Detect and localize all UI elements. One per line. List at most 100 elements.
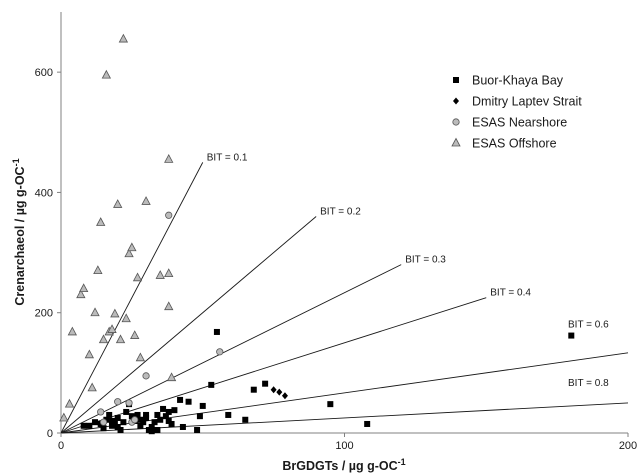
data-point-buor-khaya-bay <box>106 411 113 418</box>
data-point-esas-offshore <box>101 69 112 79</box>
data-point-buor-khaya-bay <box>103 416 110 423</box>
data-point-esas-offshore <box>155 270 165 279</box>
bit-lines: BIT = 0.1 BIT = 0.2 BIT = 0.3 BIT = 0.4 BIT … <box>60 152 629 434</box>
data-point-esas-nearshore <box>125 399 133 407</box>
legend-marker-buor-khaya-bay <box>453 77 459 83</box>
data-point-esas-nearshore <box>97 408 105 416</box>
data-point-esas-offshore <box>121 313 131 323</box>
data-point-esas-offshore <box>166 372 177 382</box>
data-point-dmitry-laptev-strait <box>281 392 288 400</box>
bit-line <box>60 264 402 434</box>
data-point-esas-offshore <box>64 398 75 408</box>
data-point-buor-khaya-bay <box>157 416 164 423</box>
data-point-buor-khaya-bay <box>262 380 269 387</box>
x-tick-label: 200 <box>619 440 637 452</box>
data-point-esas-nearshore <box>99 418 108 426</box>
legend-marker-esas-offshore <box>451 137 461 147</box>
data-point-buor-khaya-bay <box>165 408 172 415</box>
data-point-esas-offshore <box>67 326 78 336</box>
bit-line <box>60 216 317 434</box>
data-point-buor-khaya-bay <box>140 419 147 426</box>
x-axis-title-superscript: -1 <box>398 457 406 467</box>
data-point-esas-offshore <box>59 412 69 422</box>
y-axis-title-superscript: -1 <box>11 158 21 166</box>
data-point-esas-offshore <box>127 242 137 252</box>
data-point-esas-offshore <box>90 307 100 317</box>
x-axis-title: BrGDGTs / µg g-OC-1 <box>282 457 405 473</box>
data-point-esas-offshore <box>115 334 126 344</box>
data-point-buor-khaya-bay <box>327 401 334 408</box>
legend-marker-dmitry-laptev-strait <box>453 97 459 105</box>
data-point-esas-offshore <box>96 217 106 226</box>
data-point-buor-khaya-bay <box>568 332 575 339</box>
data-point-esas-offshore <box>164 268 174 278</box>
data-point-buor-khaya-bay <box>111 419 118 426</box>
bit-line <box>60 297 487 434</box>
data-point-buor-khaya-bay <box>179 423 186 430</box>
data-point-buor-khaya-bay <box>143 414 150 421</box>
legend-label: Buor-Khaya Bay <box>472 74 564 88</box>
data-point-esas-nearshore <box>165 211 173 219</box>
data-point-esas-offshore <box>164 154 174 163</box>
data-point-buor-khaya-bay <box>168 420 175 427</box>
data-point-esas-offshore <box>76 289 86 299</box>
data-point-esas-offshore <box>164 301 174 311</box>
data-point-buor-khaya-bay <box>80 422 87 429</box>
y-axis-title: Crenarchaeol / µg g-OC-1 <box>11 158 27 305</box>
data-point-esas-offshore <box>141 196 151 205</box>
data-point-esas-offshore <box>98 334 109 344</box>
data-point-buor-khaya-bay <box>154 426 161 433</box>
y-tick-label: 600 <box>35 67 53 79</box>
bit-line-label: BIT = 0.6 <box>568 319 609 330</box>
data-point-buor-khaya-bay <box>137 422 144 429</box>
bit-line-label: BIT = 0.1 <box>207 152 248 163</box>
data-point-esas-offshore <box>113 199 123 208</box>
x-tick-label: 100 <box>335 440 353 452</box>
data-point-buor-khaya-bay <box>196 413 203 420</box>
data-point-esas-offshore <box>84 349 95 359</box>
bit-line-label: BIT = 0.4 <box>490 288 531 299</box>
data-point-buor-khaya-bay <box>100 425 107 432</box>
ticks: 0 200 400 600 0 100 200 <box>35 67 638 452</box>
data-point-buor-khaya-bay <box>151 419 158 426</box>
data-point-buor-khaya-bay <box>177 396 184 403</box>
data-point-buor-khaya-bay <box>143 411 150 418</box>
x-tick-label: 0 <box>58 440 64 452</box>
data-point-esas-offshore <box>132 272 143 282</box>
data-point-esas-offshore <box>130 330 140 339</box>
data-point-buor-khaya-bay <box>242 416 249 423</box>
data-point-buor-khaya-bay <box>117 426 124 433</box>
bit-line-label: BIT = 0.8 <box>568 378 609 389</box>
data-point-esas-nearshore <box>216 348 224 356</box>
data-point-dmitry-laptev-strait <box>276 388 283 396</box>
legend-label: ESAS Offshore <box>472 137 557 151</box>
data-point-buor-khaya-bay <box>134 411 141 418</box>
data-point-buor-khaya-bay <box>114 414 121 421</box>
data-point-buor-khaya-bay <box>148 423 155 430</box>
data-point-buor-khaya-bay <box>185 398 192 405</box>
data-point-buor-khaya-bay <box>208 381 215 388</box>
data-point-esas-offshore <box>79 283 89 293</box>
data-point-buor-khaya-bay <box>364 420 371 427</box>
data-point-buor-khaya-bay <box>92 419 99 426</box>
data-point-buor-khaya-bay <box>120 419 127 426</box>
data-point-buor-khaya-bay <box>128 413 135 420</box>
data-point-esas-nearshore <box>142 372 150 380</box>
data-point-buor-khaya-bay <box>148 428 155 435</box>
data-point-dmitry-laptev-strait <box>270 386 277 394</box>
legend-label: ESAS Nearshore <box>472 116 567 130</box>
data-point-esas-offshore <box>110 308 120 318</box>
data-point-buor-khaya-bay <box>250 386 257 393</box>
data-point-buor-khaya-bay <box>160 405 167 412</box>
y-tick-label: 400 <box>35 187 53 199</box>
y-tick-label: 0 <box>47 428 53 440</box>
data-point-buor-khaya-bay <box>199 402 206 409</box>
legend: Buor-Khaya Bay Dmitry Laptev Strait ESAS N… <box>451 74 582 151</box>
data-point-buor-khaya-bay <box>213 328 220 335</box>
data-point-buor-khaya-bay <box>86 422 93 429</box>
legend-label: Dmitry Laptev Strait <box>472 95 582 109</box>
data-point-esas-nearshore <box>114 398 122 406</box>
data-point-buor-khaya-bay <box>171 407 178 414</box>
data-point-buor-khaya-bay <box>194 426 201 433</box>
data-point-esas-offshore <box>93 265 103 275</box>
